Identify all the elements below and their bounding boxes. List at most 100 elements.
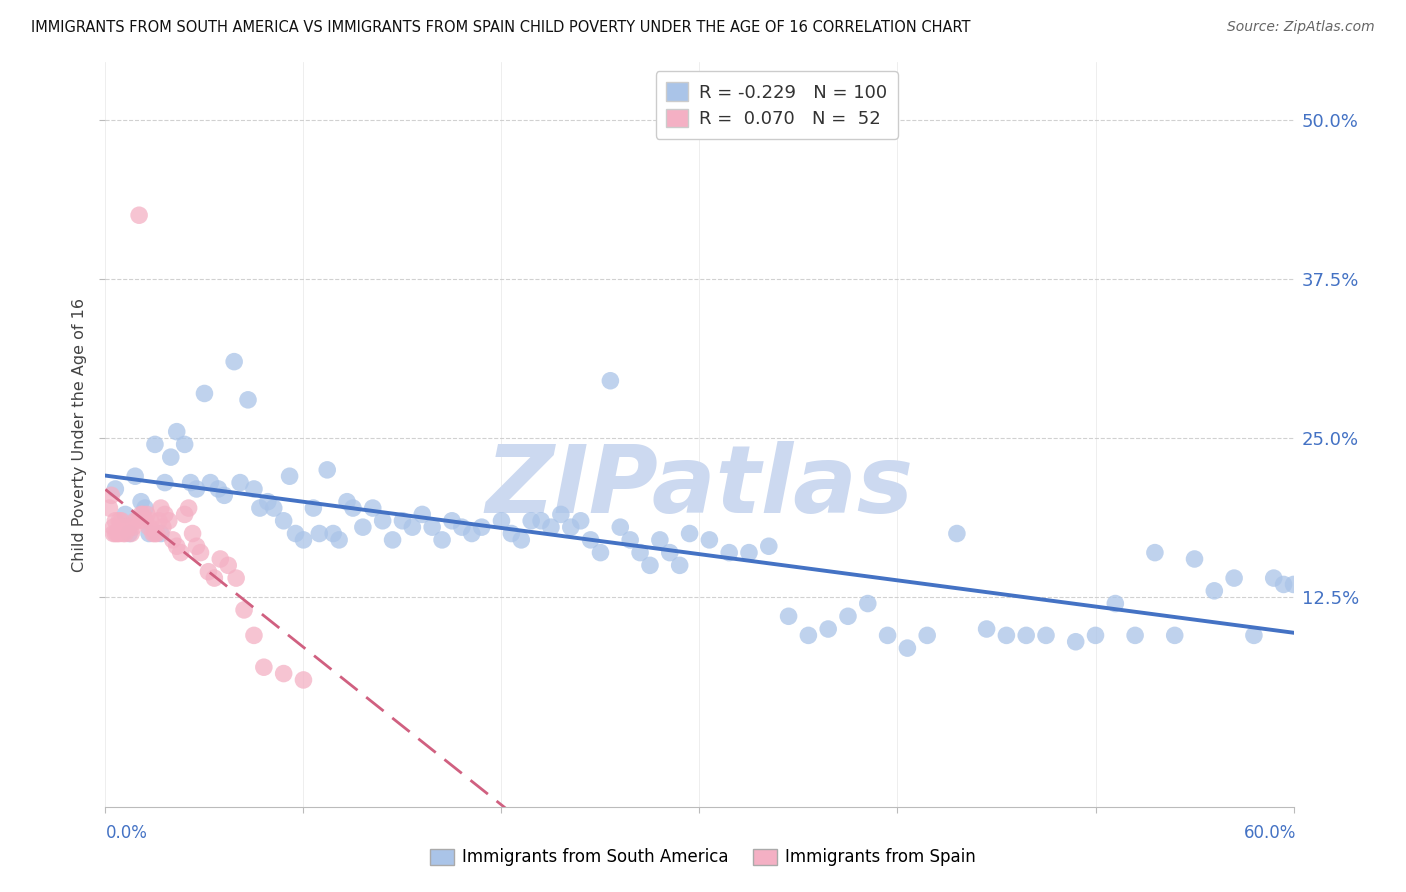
Point (186, 482, 208, 496)
Point (122, 520, 145, 534)
Point (127, 514, 149, 528)
Point (342, 501, 364, 516)
Point (579, 533, 602, 547)
Point (896, 641, 918, 656)
Point (540, 520, 562, 534)
Point (233, 603, 256, 617)
Point (263, 501, 285, 516)
Point (124, 514, 146, 528)
Text: Source: ZipAtlas.com: Source: ZipAtlas.com (1227, 20, 1375, 34)
Text: ZIPatlas: ZIPatlas (485, 441, 914, 533)
Point (114, 526, 136, 541)
Point (1123, 628, 1146, 642)
Point (1143, 546, 1166, 560)
Point (273, 514, 295, 528)
Point (138, 526, 160, 541)
Point (352, 520, 374, 534)
Point (278, 469, 301, 483)
Point (550, 508, 572, 522)
Point (207, 482, 229, 496)
Point (976, 622, 998, 636)
Point (440, 514, 463, 528)
Point (371, 514, 394, 528)
Point (153, 508, 176, 522)
Point (129, 508, 152, 522)
Point (995, 628, 1018, 642)
Point (202, 571, 225, 585)
Point (112, 526, 135, 541)
Point (104, 514, 127, 528)
Point (253, 660, 276, 674)
Point (1015, 628, 1038, 642)
Point (162, 533, 184, 547)
Point (1084, 628, 1107, 642)
Point (569, 514, 592, 528)
Point (200, 475, 222, 490)
Text: IMMIGRANTS FROM SOUTH AMERICA VS IMMIGRANTS FROM SPAIN CHILD POVERTY UNDER THE A: IMMIGRANTS FROM SOUTH AMERICA VS IMMIGRA… (31, 20, 970, 35)
Point (461, 526, 484, 541)
Point (1064, 634, 1087, 648)
Point (225, 571, 247, 585)
Point (391, 514, 413, 528)
Point (103, 520, 125, 534)
Point (103, 526, 125, 541)
Point (217, 558, 239, 573)
Point (134, 501, 156, 516)
Point (143, 437, 166, 451)
Point (322, 526, 344, 541)
Point (186, 539, 208, 553)
Point (124, 469, 146, 483)
Point (411, 508, 433, 522)
Point (180, 475, 202, 490)
Point (471, 520, 494, 534)
Point (149, 526, 172, 541)
Point (256, 494, 278, 508)
Point (149, 501, 172, 516)
Point (129, 494, 152, 508)
Point (316, 463, 339, 477)
Text: 0.0%: 0.0% (105, 824, 148, 842)
Point (100, 488, 122, 502)
Point (243, 482, 266, 496)
Point (599, 374, 621, 388)
Point (236, 392, 259, 407)
Point (817, 622, 839, 636)
Point (837, 609, 859, 624)
Point (1243, 628, 1265, 642)
Point (678, 526, 700, 541)
Point (273, 666, 295, 681)
Point (181, 526, 204, 541)
Point (284, 526, 307, 541)
Point (108, 514, 131, 528)
Point (104, 526, 127, 541)
Point (876, 628, 898, 642)
Point (166, 425, 188, 439)
Point (491, 514, 513, 528)
Point (510, 533, 533, 547)
Point (1035, 628, 1057, 642)
Point (450, 520, 472, 534)
Point (619, 533, 641, 547)
Point (173, 508, 195, 522)
Point (110, 520, 132, 534)
Point (628, 546, 651, 560)
Point (105, 526, 128, 541)
Point (718, 546, 741, 560)
Point (114, 508, 136, 522)
Point (110, 514, 132, 528)
Point (128, 208, 150, 222)
Point (108, 526, 131, 541)
Point (120, 526, 142, 541)
Point (1104, 597, 1126, 611)
Point (139, 514, 162, 528)
Point (193, 386, 215, 401)
Point (136, 508, 159, 522)
Point (132, 508, 155, 522)
Point (560, 520, 582, 534)
Point (209, 552, 232, 566)
Point (648, 533, 671, 547)
Point (430, 533, 453, 547)
Point (530, 514, 553, 528)
Point (1184, 552, 1206, 566)
Point (738, 546, 761, 560)
